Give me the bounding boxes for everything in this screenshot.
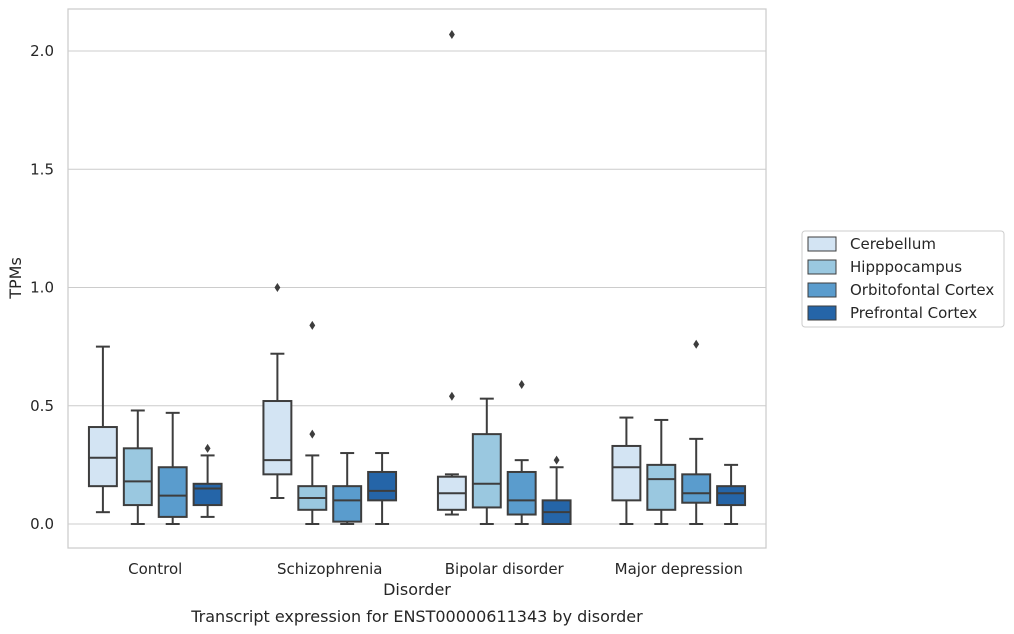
legend-label: Cerebellum: [850, 235, 936, 253]
box-iqr: [681, 473, 712, 504]
outlier-point: [309, 429, 316, 439]
box-hipppocampus: [646, 418, 677, 525]
legend-entries: Cerebellum Hipppocampus Orbitofontal Corte…: [807, 235, 994, 322]
box-cerebellum: [87, 345, 118, 514]
outlier-point: [448, 391, 455, 401]
legend-label: Hipppocampus: [850, 258, 962, 276]
box-orbitofontal-cortex: [681, 339, 712, 525]
box-iqr: [192, 482, 223, 507]
box-hipppocampus: [297, 320, 328, 525]
box-iqr: [87, 426, 118, 488]
box-iqr: [716, 485, 747, 507]
box-hipppocampus: [122, 409, 153, 525]
box-iqr: [646, 463, 677, 511]
x-axis-ticks: Control Schizophrenia Bipolar disorder Majo…: [128, 560, 743, 578]
outlier-point: [274, 283, 281, 292]
box-cerebellum: [436, 29, 467, 516]
y-tick-label: 0.0: [30, 515, 54, 533]
box-series: [87, 29, 747, 526]
outlier-point: [518, 379, 525, 389]
box-cerebellum: [611, 416, 642, 525]
x-tick-label: Bipolar disorder: [445, 560, 565, 578]
legend-swatch: [807, 259, 837, 275]
legend-swatch: [807, 236, 837, 252]
box-iqr: [157, 466, 188, 518]
legend-label: Prefrontal Cortex: [850, 304, 977, 322]
x-tick-label: Major depression: [615, 560, 743, 578]
legend-swatch: [807, 305, 837, 321]
box-hipppocampus: [471, 397, 502, 525]
box-iqr: [262, 400, 293, 476]
y-tick-label: 1.5: [30, 160, 54, 178]
y-tick-label: 1.0: [30, 279, 54, 297]
box-prefrontal-cortex: [541, 455, 572, 526]
y-axis-title: TPMs: [6, 257, 25, 300]
plot-area: [67, 8, 767, 549]
y-axis-ticks: 0.0 0.5 1.0 1.5 2.0: [30, 42, 54, 533]
legend-label: Orbitofontal Cortex: [850, 281, 994, 299]
box-iqr: [122, 447, 153, 507]
box-iqr: [367, 470, 398, 502]
box-cerebellum: [262, 283, 293, 499]
gridlines: [68, 50, 766, 525]
box-orbitofontal-cortex: [506, 379, 537, 525]
outlier-point: [448, 29, 455, 39]
box-orbitofontal-cortex: [332, 452, 363, 525]
outlier-point: [309, 320, 316, 330]
box-orbitofontal-cortex: [157, 411, 188, 525]
x-tick-label: Schizophrenia: [277, 560, 382, 578]
box-prefrontal-cortex: [367, 452, 398, 525]
y-tick-label: 2.0: [30, 42, 54, 60]
box-iqr: [332, 485, 363, 523]
outlier-point: [553, 455, 560, 465]
x-tick-label: Control: [128, 560, 182, 578]
box-prefrontal-cortex: [192, 443, 223, 518]
box-iqr: [611, 444, 642, 502]
chart-caption: Transcript expression for ENST0000061134…: [190, 607, 643, 626]
legend-swatch: [807, 282, 837, 298]
box-prefrontal-cortex: [716, 463, 747, 525]
box-iqr: [471, 433, 502, 509]
outlier-point: [693, 339, 700, 349]
legend: Cerebellum Hipppocampus Orbitofontal Corte…: [801, 230, 1005, 328]
x-axis-title: Disorder: [383, 580, 451, 599]
box-iqr: [506, 470, 537, 516]
legend-frame: [801, 230, 1005, 328]
outlier-point: [204, 443, 211, 453]
y-tick-label: 0.5: [30, 397, 54, 415]
